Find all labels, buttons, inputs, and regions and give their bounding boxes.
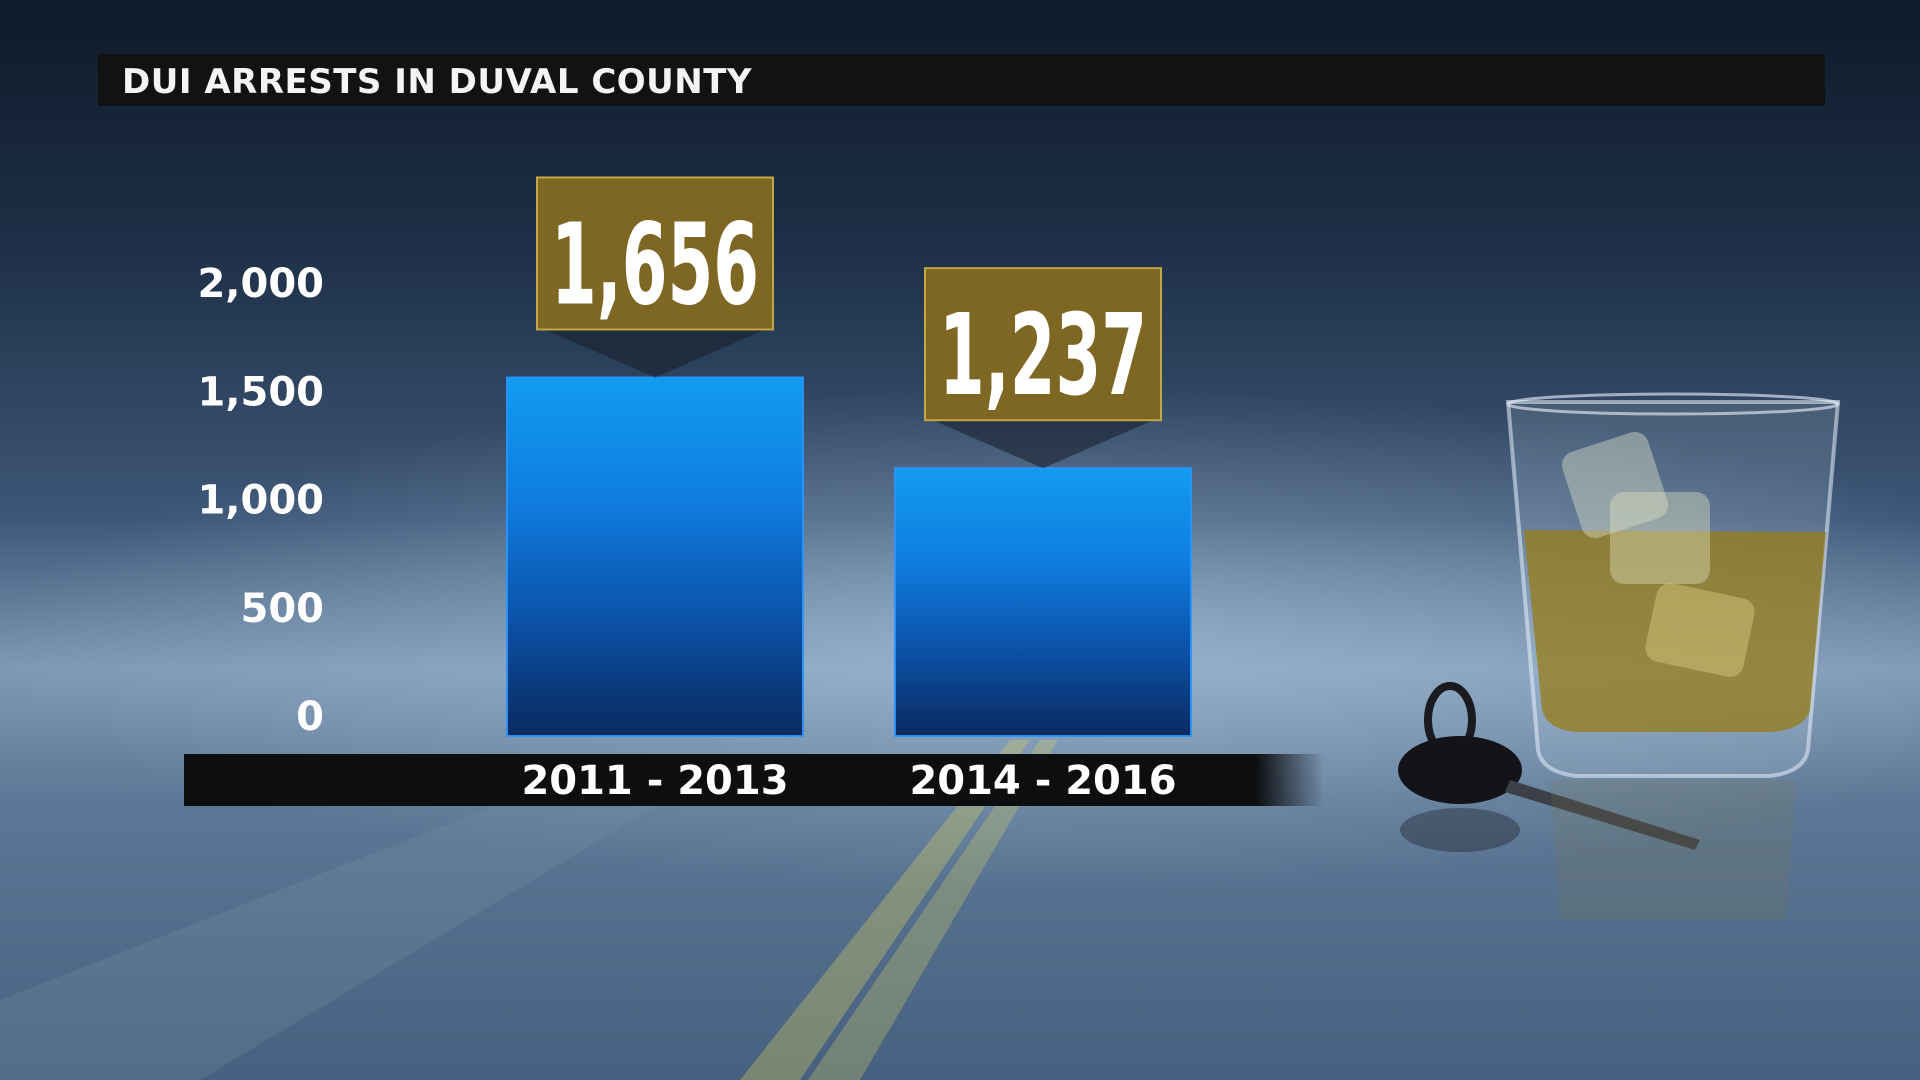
y-tick-label: 0: [296, 694, 324, 740]
bar: [506, 376, 804, 737]
y-tick-label: 1,500: [197, 369, 324, 415]
value-label-pointer: [545, 329, 765, 378]
y-tick-label: 2,000: [197, 261, 324, 307]
category-label: 2014 - 2016: [909, 758, 1176, 804]
value-label: 1,656: [551, 200, 759, 330]
value-label: 1,237: [939, 291, 1147, 421]
whiskey-glass-icon: [1398, 392, 1841, 920]
y-tick-label: 1,000: [197, 478, 324, 524]
value-label-box: [924, 267, 1162, 422]
title-bar: DUI ARRESTS IN DUVAL COUNTY: [98, 54, 1825, 106]
car-keys-icon: [1398, 682, 1700, 852]
category-axis-bar: [184, 754, 1324, 806]
chart-title: DUI ARRESTS IN DUVAL COUNTY: [122, 62, 753, 102]
value-label-box: [536, 176, 774, 331]
bar: [894, 467, 1192, 737]
y-tick-label: 500: [241, 586, 325, 632]
value-label-pointer: [933, 420, 1153, 469]
category-label: 2011 - 2013: [521, 758, 788, 804]
